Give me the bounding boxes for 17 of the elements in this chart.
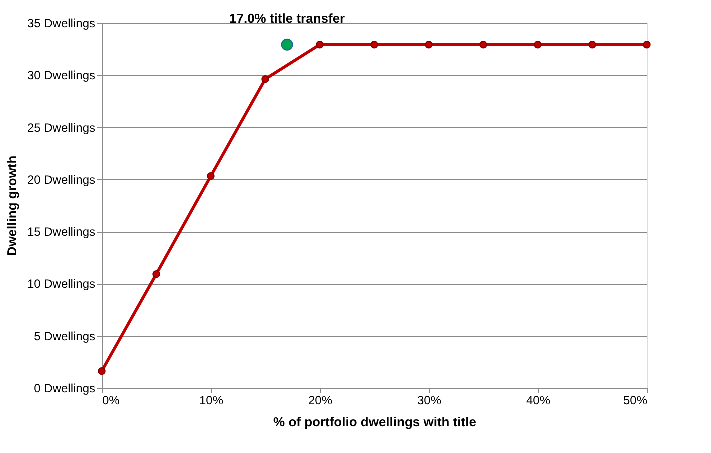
x-tick-label: 50% bbox=[623, 394, 648, 408]
y-tick-label: 35 Dwellings bbox=[27, 16, 96, 30]
y-tick-label: 0 Dwellings bbox=[34, 382, 96, 396]
x-tick-label: 20% bbox=[308, 394, 333, 408]
y-tick-label: 25 Dwellings bbox=[27, 120, 96, 135]
x-tick-label: 30% bbox=[417, 394, 442, 408]
y-tick-label: 15 Dwellings bbox=[27, 225, 96, 240]
annotation: 17.0% title transfer bbox=[229, 10, 346, 26]
x-tick-label: 10% bbox=[199, 394, 224, 408]
y-axis-title: Dwelling growth bbox=[4, 156, 20, 256]
y-tick-label: 5 Dwellings bbox=[34, 329, 96, 344]
y-tick-label: 10 Dwellings bbox=[27, 277, 96, 292]
y-tick-label: 20 Dwellings bbox=[27, 172, 96, 187]
y-tick-label: 30 Dwellings bbox=[27, 68, 96, 83]
x-tick-label: 0% bbox=[102, 394, 120, 408]
x-axis-title: % of portfolio dwellings with title bbox=[274, 414, 476, 430]
x-tick-label: 40% bbox=[526, 394, 551, 408]
